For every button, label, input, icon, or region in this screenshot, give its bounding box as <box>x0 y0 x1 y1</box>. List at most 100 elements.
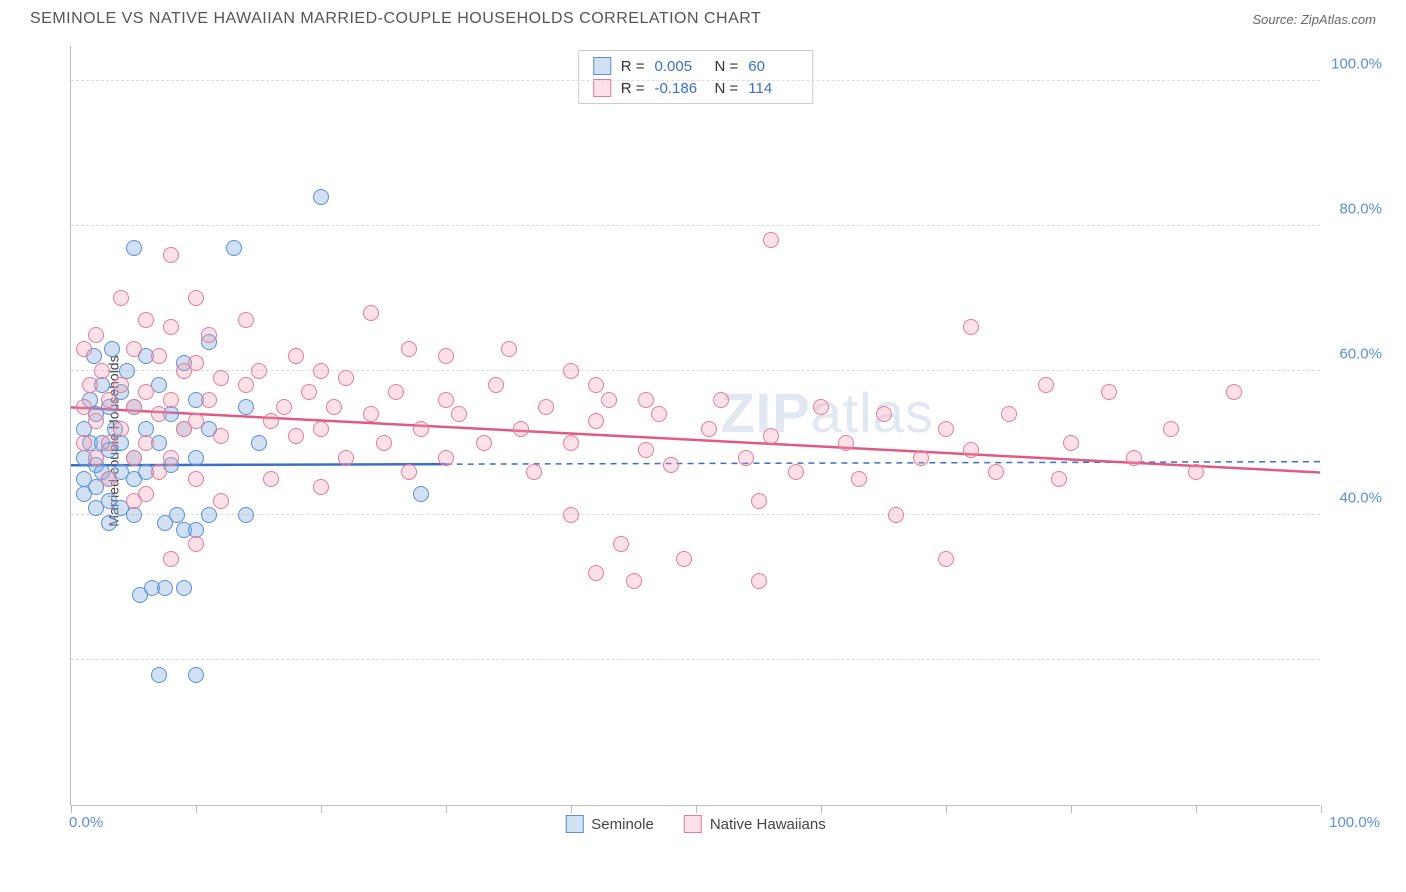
scatter-point-hawaiian <box>626 573 642 589</box>
scatter-point-hawaiian <box>813 399 829 415</box>
plot-area: ZIPatlas R = 0.005 N = 60 R = -0.186 N =… <box>70 46 1320 806</box>
scatter-point-hawaiian <box>88 327 104 343</box>
swatch-hawaiian <box>684 815 702 833</box>
scatter-point-hawaiian <box>94 363 110 379</box>
scatter-point-hawaiian <box>163 247 179 263</box>
source-prefix: Source: <box>1252 12 1300 27</box>
n-value-seminole: 60 <box>748 58 798 75</box>
scatter-point-hawaiian <box>201 392 217 408</box>
scatter-point-hawaiian <box>738 450 754 466</box>
scatter-point-hawaiian <box>188 290 204 306</box>
scatter-point-hawaiian <box>163 551 179 567</box>
scatter-point-hawaiian <box>88 450 104 466</box>
scatter-point-seminole <box>188 667 204 683</box>
chart-source: Source: ZipAtlas.com <box>1252 12 1376 27</box>
scatter-point-hawaiian <box>988 464 1004 480</box>
scatter-point-hawaiian <box>163 392 179 408</box>
legend-label-hawaiian: Native Hawaiians <box>710 816 826 833</box>
scatter-point-hawaiian <box>413 421 429 437</box>
scatter-point-hawaiian <box>126 399 142 415</box>
scatter-point-hawaiian <box>876 406 892 422</box>
scatter-point-seminole <box>201 507 217 523</box>
scatter-point-hawaiian <box>113 421 129 437</box>
scatter-point-hawaiian <box>76 341 92 357</box>
x-tick <box>196 805 197 813</box>
x-tick <box>1071 805 1072 813</box>
scatter-point-hawaiian <box>501 341 517 357</box>
scatter-point-hawaiian <box>563 507 579 523</box>
chart-title: SEMINOLE VS NATIVE HAWAIIAN MARRIED-COUP… <box>30 10 761 28</box>
scatter-point-hawaiian <box>713 392 729 408</box>
trend-lines-layer <box>71 46 1320 805</box>
swatch-seminole <box>593 57 611 75</box>
scatter-point-hawaiian <box>1038 377 1054 393</box>
scatter-point-hawaiian <box>601 392 617 408</box>
scatter-point-hawaiian <box>313 363 329 379</box>
scatter-point-hawaiian <box>138 312 154 328</box>
scatter-point-hawaiian <box>288 428 304 444</box>
scatter-point-hawaiian <box>163 450 179 466</box>
scatter-point-hawaiian <box>663 457 679 473</box>
scatter-point-hawaiian <box>838 435 854 451</box>
scatter-point-hawaiian <box>388 384 404 400</box>
scatter-point-seminole <box>238 507 254 523</box>
scatter-point-hawaiian <box>438 348 454 364</box>
scatter-point-hawaiian <box>488 377 504 393</box>
scatter-point-hawaiian <box>138 435 154 451</box>
x-axis-max-label: 100.0% <box>1329 814 1380 831</box>
scatter-point-hawaiian <box>526 464 542 480</box>
scatter-point-seminole <box>413 486 429 502</box>
n-label: N = <box>715 58 739 75</box>
scatter-point-hawaiian <box>538 399 554 415</box>
swatch-seminole <box>565 815 583 833</box>
scatter-point-hawaiian <box>763 232 779 248</box>
y-tick-label: 60.0% <box>1322 345 1382 362</box>
scatter-point-hawaiian <box>338 450 354 466</box>
scatter-point-hawaiian <box>963 319 979 335</box>
trendline-dashed-seminole <box>446 462 1320 465</box>
scatter-point-hawaiian <box>138 486 154 502</box>
scatter-point-seminole <box>151 667 167 683</box>
scatter-point-hawaiian <box>1226 384 1242 400</box>
scatter-point-hawaiian <box>1101 384 1117 400</box>
scatter-point-hawaiian <box>188 355 204 371</box>
scatter-point-hawaiian <box>201 327 217 343</box>
scatter-point-hawaiian <box>938 421 954 437</box>
scatter-point-hawaiian <box>151 464 167 480</box>
x-tick <box>696 805 697 813</box>
scatter-point-seminole <box>101 515 117 531</box>
scatter-point-hawaiian <box>851 471 867 487</box>
scatter-point-hawaiian <box>101 435 117 451</box>
scatter-point-hawaiian <box>82 377 98 393</box>
x-tick <box>321 805 322 813</box>
scatter-point-hawaiian <box>401 464 417 480</box>
scatter-point-seminole <box>126 507 142 523</box>
scatter-point-hawaiian <box>1051 471 1067 487</box>
scatter-point-hawaiian <box>588 565 604 581</box>
chart-container: Married-couple Households ZIPatlas R = 0… <box>20 36 1386 846</box>
gridline <box>71 225 1320 226</box>
scatter-point-hawaiian <box>1063 435 1079 451</box>
scatter-point-seminole <box>126 240 142 256</box>
gridline <box>71 659 1320 660</box>
scatter-point-hawaiian <box>313 479 329 495</box>
scatter-point-hawaiian <box>913 450 929 466</box>
r-label: R = <box>621 80 645 97</box>
scatter-point-hawaiian <box>438 450 454 466</box>
scatter-point-hawaiian <box>88 413 104 429</box>
scatter-point-seminole <box>238 399 254 415</box>
r-value-hawaiian: -0.186 <box>655 80 705 97</box>
chart-header: SEMINOLE VS NATIVE HAWAIIAN MARRIED-COUP… <box>20 10 1386 36</box>
y-tick-label: 40.0% <box>1322 490 1382 507</box>
scatter-point-hawaiian <box>276 399 292 415</box>
scatter-point-hawaiian <box>288 348 304 364</box>
scatter-point-hawaiian <box>363 305 379 321</box>
legend-item-hawaiian: Native Hawaiians <box>684 815 826 833</box>
legend-stats-row-seminole: R = 0.005 N = 60 <box>593 55 799 77</box>
scatter-point-hawaiian <box>401 341 417 357</box>
y-tick-label: 80.0% <box>1322 200 1382 217</box>
scatter-point-hawaiian <box>238 312 254 328</box>
x-tick <box>1321 805 1322 813</box>
watermark-rest: atlas <box>811 381 934 444</box>
scatter-point-hawaiian <box>451 406 467 422</box>
